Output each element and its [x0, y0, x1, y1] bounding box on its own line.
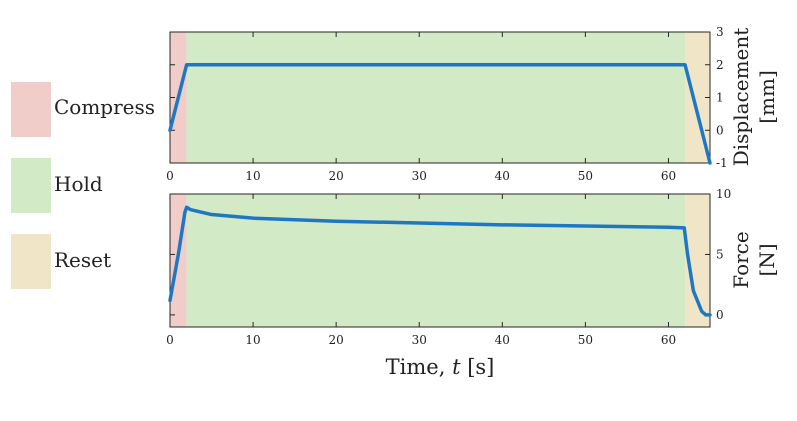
bot-xtick-label-0: 0: [166, 333, 174, 347]
top-ylabel-line1: Displacement: [729, 28, 753, 167]
x-axis-label: Time, t [s]: [386, 355, 495, 379]
legend-swatch-hold: [11, 158, 51, 213]
top-xtick-label-5: 50: [578, 169, 593, 183]
force-panel: 0 10 20 30 40 50 60 0 5 10 Force [N]: [166, 187, 779, 347]
bot-xtick-label-4: 40: [495, 333, 510, 347]
bottom-phase-backgrounds: [170, 194, 710, 327]
legend: Compress Hold Reset: [11, 82, 155, 289]
top-ylabel-line2: [mm]: [755, 70, 779, 124]
displacement-panel: 0 10 20 30 40 50 60 -1 0 1 2 3 Displacement [mm]: [166, 25, 779, 183]
legend-swatch-compress: [11, 82, 51, 137]
bot-xtick-label-5: 50: [578, 333, 593, 347]
top-axes: [169, 31, 711, 164]
top-series: [168, 63, 712, 165]
top-xtick-label-2: 20: [329, 169, 344, 183]
bot-xtick-label-3: 30: [412, 333, 427, 347]
legend-label-hold: Hold: [54, 172, 103, 196]
top-xtick-label-0: 0: [166, 169, 174, 183]
x-axis-label-text: Time,: [386, 355, 452, 379]
bot-xtick-label-2: 20: [329, 333, 344, 347]
top-xtick-label-1: 10: [245, 169, 260, 183]
bot-axes-box: [169, 193, 711, 328]
bottom-ylabel-line1: Force: [729, 231, 753, 288]
bot-ytick-label-2: 10: [716, 187, 731, 201]
top-phase-backgrounds: [170, 32, 710, 163]
bot-ytick-label-0: 0: [716, 308, 724, 322]
top-ytick-label-2: 1: [716, 91, 724, 105]
bot-phase-hold: [186, 194, 686, 327]
top-series-line-0: [168, 63, 712, 165]
top-xtick-label-3: 30: [412, 169, 427, 183]
bot-ytick-label-1: 5: [716, 247, 724, 261]
top-ytick-label-1: 0: [716, 123, 724, 137]
top-ytick-label-0: -1: [716, 156, 728, 170]
legend-label-compress: Compress: [54, 95, 155, 119]
top-xtick-label-6: 60: [661, 169, 676, 183]
top-phase-hold: [186, 32, 686, 163]
x-axis-label-variable: t: [452, 355, 461, 379]
top-ytick-label-4: 3: [716, 25, 724, 39]
legend-swatch-reset: [11, 234, 51, 289]
bottom-series: [168, 205, 712, 317]
bot-xtick-label-6: 60: [661, 333, 676, 347]
bottom-ylabel-line2: [N]: [755, 243, 779, 276]
top-ytick-label-3: 2: [716, 58, 724, 72]
bot-series-line-0: [168, 205, 712, 317]
bottom-axes: [169, 193, 711, 328]
x-axis-label-unit: [s]: [461, 355, 495, 379]
bot-xtick-label-1: 10: [245, 333, 260, 347]
legend-label-reset: Reset: [54, 248, 111, 272]
bottom-tick-labels: 0 10 20 30 40 50 60 0 5 10: [166, 187, 731, 347]
top-tick-labels: 0 10 20 30 40 50 60 -1 0 1 2 3: [166, 25, 728, 183]
top-xtick-label-4: 40: [495, 169, 510, 183]
